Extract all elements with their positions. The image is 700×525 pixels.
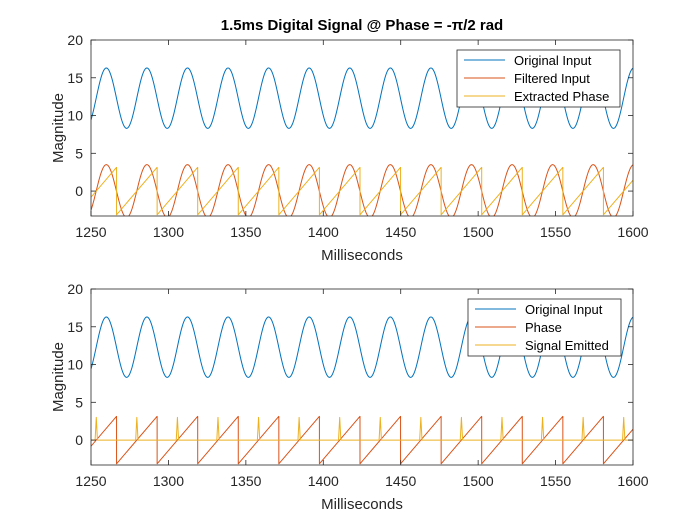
bottom-legend-label-phase: Phase [525,320,562,335]
bottom-x-tick-label-1550: 1550 [540,473,571,489]
bottom-tick-layer: 1250 1300 1350 1400 1450 1500 1550 1600 0 5 10 15 20 [67,281,648,489]
top-x-tick-label-1600: 1600 [617,224,648,240]
bottom-y-axis-label: Magnitude [50,342,67,412]
top-x-tick-label-1350: 1350 [230,224,261,240]
bottom-legend: Original Input Phase Signal Emitted [467,298,622,357]
bottom-y-tick-label-15: 15 [67,319,83,335]
top-x-tick-label-1300: 1300 [153,224,184,240]
top-legend-label-filtered-input: Filtered Input [514,71,590,86]
top-x-tick-label-1500: 1500 [463,224,494,240]
top-x-axis-label: Milliseconds [321,247,403,264]
top-y-tick-label-0: 0 [75,183,83,199]
bottom-y-tick-label-0: 0 [75,432,83,448]
top-y-tick-label-20: 20 [67,32,83,48]
top-chart-title: 1.5ms Digital Signal @ Phase = -π/2 rad [221,17,503,34]
bottom-legend-label-signal-emitted: Signal Emitted [525,338,609,353]
top-y-tick-label-5: 5 [75,145,83,161]
bottom-series-signal-emitted [91,416,633,441]
bottom-subplot: 1250 1300 1350 1400 1450 1500 1550 1600 0 5 10 15 20… [50,281,649,513]
bottom-x-tick-label-1300: 1300 [153,473,184,489]
bottom-y-tick-label-5: 5 [75,394,83,410]
bottom-y-tick-label-20: 20 [67,281,83,297]
top-x-tick-label-1250: 1250 [75,224,106,240]
top-axes-box [90,39,634,217]
bottom-axes-box [90,288,634,466]
top-series-extracted-phase [91,166,633,216]
bottom-x-axis-label: Milliseconds [321,496,403,513]
bottom-x-tick-label-1450: 1450 [385,473,416,489]
top-x-tick-label-1550: 1550 [540,224,571,240]
top-x-tick-label-1400: 1400 [308,224,339,240]
top-subplot: 1250 1300 1350 1400 1450 1500 1550 1600 0 5 10 15 20… [50,17,649,264]
top-tick-layer: 1250 1300 1350 1400 1450 1500 1550 1600 0 5 10 15 20 [67,32,648,240]
top-y-tick-label-15: 15 [67,70,83,86]
bottom-x-tick-label-1600: 1600 [617,473,648,489]
top-y-axis-label: Magnitude [50,93,67,163]
top-legend: Original Input Filtered Input Extracted … [456,49,621,108]
top-x-tick-label-1450: 1450 [385,224,416,240]
top-legend-label-extracted-phase: Extracted Phase [514,89,609,104]
bottom-x-tick-label-1500: 1500 [463,473,494,489]
top-y-tick-label-10: 10 [67,108,83,124]
bottom-y-tick-label-10: 10 [67,357,83,373]
bottom-legend-label-original-input: Original Input [525,302,603,317]
bottom-x-tick-label-1350: 1350 [230,473,261,489]
top-legend-label-original-input: Original Input [514,53,592,68]
bottom-x-tick-label-1250: 1250 [75,473,106,489]
bottom-x-tick-label-1400: 1400 [308,473,339,489]
